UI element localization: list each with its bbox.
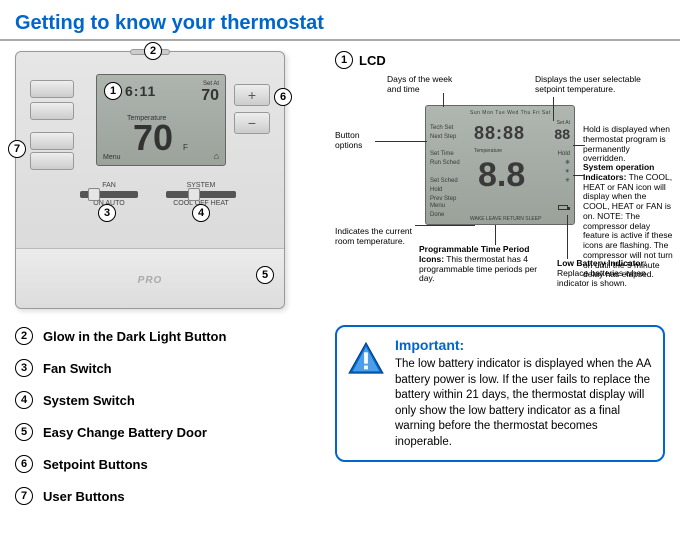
legend-num: 2 <box>15 327 33 345</box>
leader-line <box>443 93 444 107</box>
leader-line <box>375 141 427 142</box>
user-button-2[interactable] <box>30 102 74 120</box>
thermostat-device: 2 1 7 6 3 4 5 + − 6:11 Set At 70 Tempera… <box>15 51 285 309</box>
lcd2-clock: 88:88 <box>474 123 525 144</box>
leader-line <box>553 97 554 121</box>
lcd-unit: F <box>183 143 188 152</box>
page-title: Getting to know your thermostat <box>0 0 680 41</box>
lcd2-templabel: Temperature <box>474 148 502 154</box>
legend-list: 2 Glow in the Dark Light Button 3 Fan Swit… <box>15 327 315 505</box>
lcd2-mid: Set Time Run Sched Set Sched Hold Prev S… <box>430 150 460 204</box>
legend-num: 4 <box>15 391 33 409</box>
user-button-1[interactable] <box>30 80 74 98</box>
system-switch[interactable] <box>166 191 236 198</box>
callout-1: 1 <box>104 82 122 100</box>
lcd-diagram: Sun Mon Tue Wed Thu Fri Sat Tech Set Nex… <box>335 75 665 315</box>
warning-icon <box>347 341 385 375</box>
lcd2-button-options: Tech Set Next Step <box>430 124 456 142</box>
legend-item: 3 Fan Switch <box>15 359 315 377</box>
system-label: SYSTEM <box>166 182 236 189</box>
lcd2-menu: Menu Done <box>430 202 445 220</box>
lcd-callout-num: 1 <box>335 51 353 69</box>
lcd-title-text: LCD <box>359 53 386 68</box>
legend-label: Glow in the Dark Light Button <box>43 329 226 344</box>
legend-item: 6 Setpoint Buttons <box>15 455 315 473</box>
important-title: Important: <box>395 337 651 353</box>
lcd-section-title: 1 LCD <box>335 51 665 69</box>
leader-line <box>567 215 568 259</box>
annotation-days: Days of the week and time <box>387 75 467 95</box>
legend-num: 3 <box>15 359 33 377</box>
legend-label: Setpoint Buttons <box>43 457 148 472</box>
user-button-4[interactable] <box>30 152 74 170</box>
legend-label: Fan Switch <box>43 361 112 376</box>
callout-3: 3 <box>98 204 116 222</box>
legend-label: Easy Change Battery Door <box>43 425 207 440</box>
leader-line <box>495 225 496 245</box>
lcd-setpoint: 70 <box>201 87 219 105</box>
annotation-low-batt: Low Battery Indicator: Replace batteries… <box>557 259 667 288</box>
lcd2-days: Sun Mon Tue Wed Thu Fri Sat <box>470 110 551 116</box>
leader-line <box>415 225 475 226</box>
setpoint-minus-button[interactable]: − <box>234 112 270 134</box>
annotation-hold: Hold is displayed when thermostat progra… <box>583 125 673 164</box>
legend-item: 5 Easy Change Battery Door <box>15 423 315 441</box>
lcd2-sp: 88 <box>554 126 570 142</box>
annotation-setpoint: Displays the user selectable setpoint te… <box>535 75 655 95</box>
lcd2-periods: WAKE LEAVE RETURN SLEEP <box>470 216 541 222</box>
home-icon: ⌂ <box>214 151 219 161</box>
legend-num: 5 <box>15 423 33 441</box>
callout-6: 6 <box>274 88 292 106</box>
callout-5: 5 <box>256 266 274 284</box>
important-note: Important: The low battery indicator is … <box>335 325 665 462</box>
important-body: The low battery indicator is displayed w… <box>395 357 651 450</box>
lcd2-bigroom: 8.8 <box>478 156 525 195</box>
callout-2: 2 <box>144 42 162 60</box>
legend-item: 4 System Switch <box>15 391 315 409</box>
legend-label: User Buttons <box>43 489 125 504</box>
leader-line <box>573 175 585 176</box>
legend-num: 6 <box>15 455 33 473</box>
legend-label: System Switch <box>43 393 135 408</box>
annotation-room-temp: Indicates the current room temperature. <box>335 227 430 247</box>
setpoint-plus-button[interactable]: + <box>234 84 270 106</box>
battery-icon <box>558 205 568 210</box>
user-button-3[interactable] <box>30 132 74 150</box>
legend-num: 7 <box>15 487 33 505</box>
lcd2-hold: Hold ❄ ☀ ✳ <box>558 150 570 186</box>
legend-item: 7 User Buttons <box>15 487 315 505</box>
callout-7: 7 <box>8 140 26 158</box>
battery-door[interactable]: PRO <box>16 248 284 308</box>
brand-logo: PRO <box>138 275 163 286</box>
legend-item: 2 Glow in the Dark Light Button <box>15 327 315 345</box>
lcd-menu-label: Menu <box>103 154 121 161</box>
lcd-room-temp: 70 <box>133 117 173 159</box>
callout-4: 4 <box>192 204 210 222</box>
leader-line <box>573 145 585 146</box>
lcd-time: 6:11 <box>125 83 156 99</box>
fan-switch[interactable] <box>80 191 138 198</box>
annotation-periods: Programmable Time Period Icons: This the… <box>419 245 547 284</box>
lcd-detail: Sun Mon Tue Wed Thu Fri Sat Tech Set Nex… <box>425 105 575 225</box>
